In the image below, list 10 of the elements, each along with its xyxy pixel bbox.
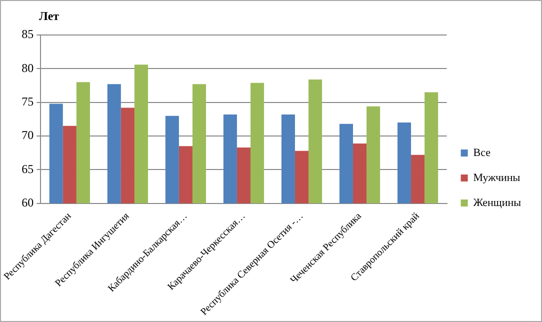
y-tick-label: 60 xyxy=(22,196,34,210)
y-tick-label: 80 xyxy=(22,60,34,75)
legend-label: Женщины xyxy=(473,196,522,209)
y-tick-label: 75 xyxy=(22,94,34,109)
y-tick-label: 65 xyxy=(22,162,34,176)
y-tick-label: 85 xyxy=(22,27,34,42)
y-axis-title: Лет xyxy=(39,9,60,24)
legend-label: Мужчины xyxy=(473,172,521,184)
y-tick-label: 70 xyxy=(22,128,34,142)
legend-label: Все xyxy=(473,146,491,159)
